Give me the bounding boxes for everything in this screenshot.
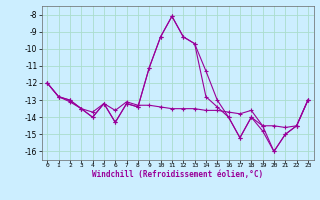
X-axis label: Windchill (Refroidissement éolien,°C): Windchill (Refroidissement éolien,°C) [92,170,263,179]
